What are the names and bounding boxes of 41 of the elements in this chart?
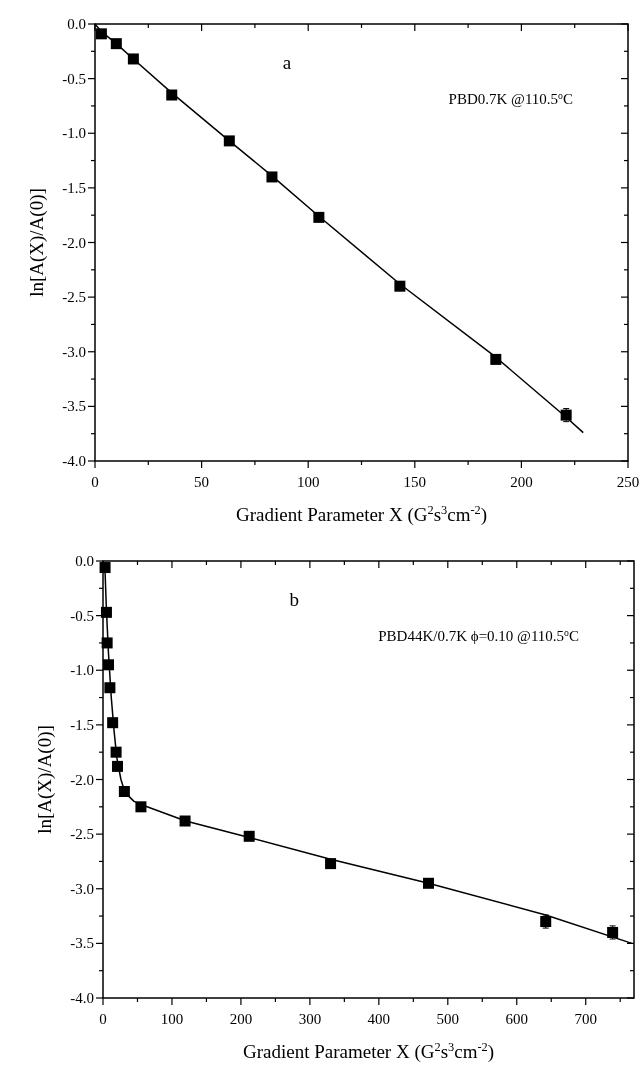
y-tick-label: -0.5	[70, 607, 94, 624]
y-tick-label: -2.5	[70, 826, 94, 843]
y-tick-label: -4.0	[70, 990, 94, 1006]
point	[100, 606, 112, 618]
x-tick-label: 200	[510, 474, 533, 490]
y-tick-label: -0.5	[62, 70, 86, 87]
x-tick-label: 300	[298, 1011, 322, 1027]
x-tick-label: 0	[99, 1011, 107, 1027]
x-tick-label: 250	[616, 474, 640, 490]
x-tick-label: 200	[229, 1011, 253, 1027]
annotation: PBD0.7K @110.5$^{o}$C	[448, 89, 573, 107]
x-tick-label: 700	[574, 1011, 597, 1027]
annotation: PBD44K/0.7K ϕ=0.10 @110.5$^{o}$C	[378, 626, 579, 644]
annotation: a	[282, 52, 292, 73]
x-tick-label: 0	[91, 474, 99, 490]
y-tick-label: -1.0	[62, 125, 86, 142]
y-tick-label: -3.5	[62, 398, 86, 415]
y-tick-label: 0.0	[67, 16, 86, 32]
y-tick-label: -2.5	[62, 289, 86, 306]
x-axis-title: Gradient Parameter X (G$^{2}$s$^{3}$cm$^{-2}$)	[242, 1040, 495, 1063]
y-tick-label: -1.5	[70, 716, 94, 733]
y-axis-title: ln[A(X)/A(0)]	[34, 725, 56, 834]
x-tick-label: 100	[160, 1011, 184, 1027]
y-tick-label: -4.0	[62, 453, 86, 469]
x-tick-label: 400	[367, 1011, 391, 1027]
y-tick-label: -3.5	[70, 935, 94, 952]
x-tick-label: 50	[194, 474, 210, 490]
y-tick-label: -3.0	[62, 343, 86, 360]
x-tick-label: 600	[505, 1011, 529, 1027]
annotation: b	[289, 589, 299, 610]
y-tick-label: -2.0	[70, 771, 94, 788]
x-tick-label: 100	[296, 474, 320, 490]
y-tick-label: -1.0	[70, 662, 94, 679]
y-tick-label: -1.5	[62, 179, 86, 196]
y-tick-label: -3.0	[70, 880, 94, 897]
x-tick-label: 500	[436, 1011, 460, 1027]
y-axis-title: ln[A(X)/A(0)]	[26, 188, 48, 297]
y-tick-label: -2.0	[62, 234, 86, 251]
y-tick-label: 0.0	[75, 553, 94, 569]
x-tick-label: 150	[403, 474, 427, 490]
x-axis-title: Gradient Parameter X (G$^{2}$s$^{3}$cm$^{-2}$)	[235, 503, 488, 526]
